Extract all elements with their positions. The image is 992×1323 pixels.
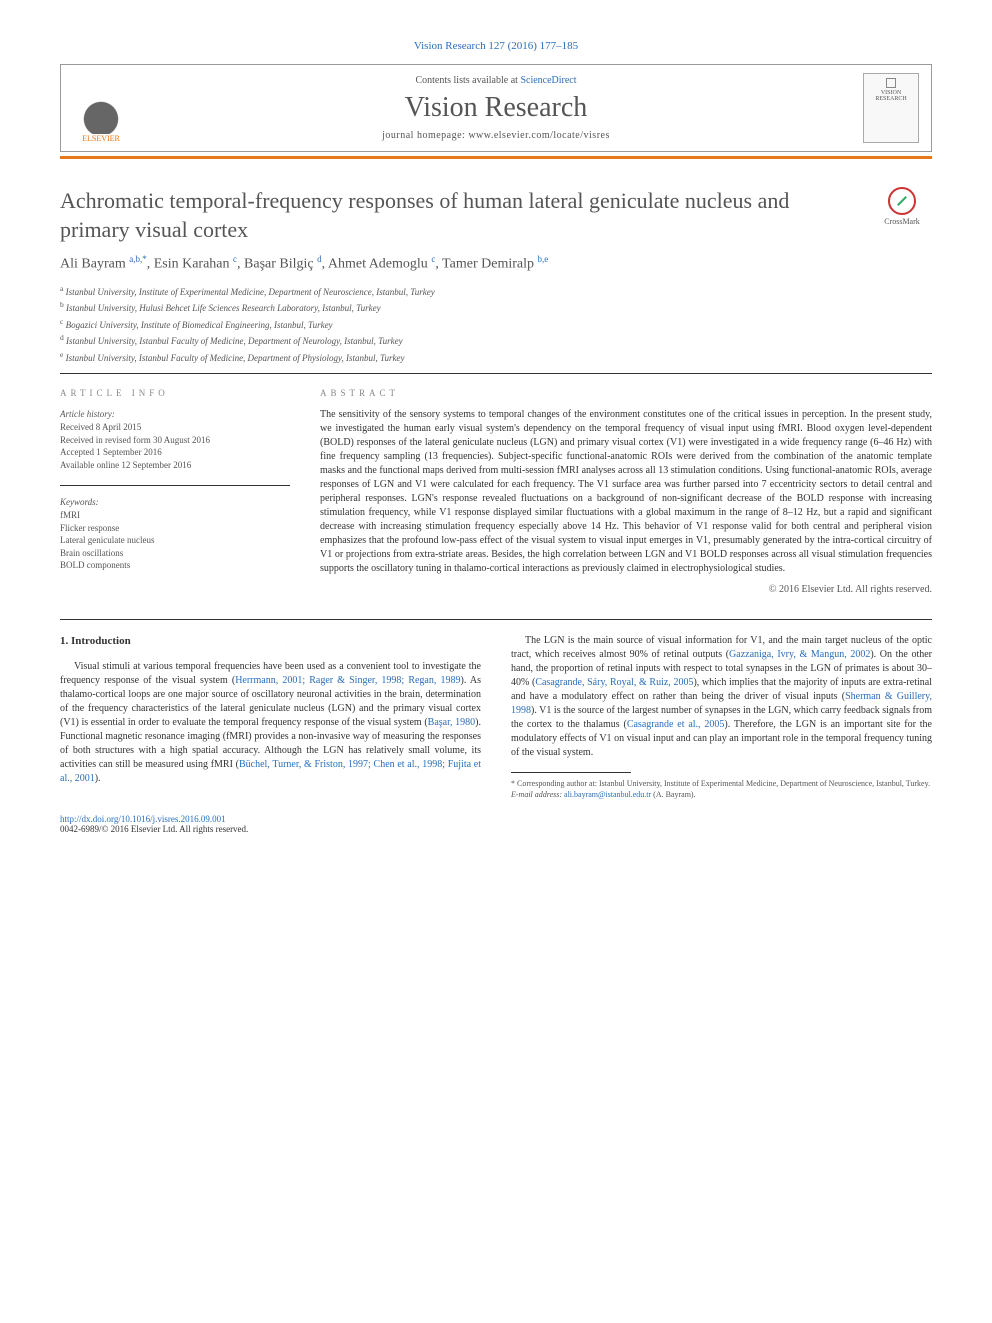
email-suffix: (A. Bayram). [651, 790, 695, 799]
citation-link[interactable]: Vision Research 127 (2016) 177–185 [414, 40, 578, 52]
ref-link[interactable]: Herrmann, 2001; Rager & Singer, 1998; Re… [235, 675, 460, 686]
ref-link[interactable]: Gazzaniga, Ivry, & Mangun, 2002 [729, 649, 870, 660]
intro-heading: 1. Introduction [60, 634, 481, 649]
footnotes-block: * Corresponding author at: Istanbul Univ… [511, 779, 932, 800]
keyword-line: Lateral geniculate nucleus [60, 534, 290, 547]
info-divider [60, 485, 290, 486]
divider-top [60, 373, 932, 374]
ref-link[interactable]: Başar, 1980 [428, 717, 476, 728]
intro-p2: The LGN is the main source of visual inf… [511, 634, 932, 760]
title-row: Achromatic temporal-frequency responses … [60, 187, 932, 244]
contents-prefix: Contents lists available at [415, 75, 520, 86]
footnote-divider [511, 772, 631, 773]
ref-link[interactable]: Casagrande et al., 2005 [627, 719, 725, 730]
doi-block: http://dx.doi.org/10.1016/j.visres.2016.… [60, 814, 932, 834]
journal-name: Vision Research [145, 92, 847, 124]
p1-post: ). [95, 773, 101, 784]
email-link[interactable]: ali.bayram@istanbul.edu.tr [564, 790, 651, 799]
keyword-line: Brain oscillations [60, 547, 290, 560]
divider-bottom [60, 619, 932, 620]
affiliation-line: c Bogazici University, Institute of Biom… [60, 316, 932, 333]
journal-header-box: ELSEVIER Contents lists available at Sci… [60, 64, 932, 152]
history-line: Received in revised form 30 August 2016 [60, 434, 290, 447]
intro-p1: Visual stimuli at various temporal frequ… [60, 660, 481, 786]
elsevier-tree-icon [78, 84, 124, 134]
history-block: Article history: Received 8 April 2015Re… [60, 408, 290, 471]
cover-checkmark-icon [886, 78, 896, 88]
affiliation-line: b Istanbul University, Hulusi Behcet Lif… [60, 299, 932, 316]
affiliation-line: a Istanbul University, Institute of Expe… [60, 283, 932, 300]
crossmark-icon [888, 187, 916, 215]
ref-link[interactable]: Casagrande, Sáry, Royal, & Ruiz, 2005 [535, 677, 693, 688]
abstract-label: ABSTRACT [320, 388, 932, 398]
email-line: E-mail address: ali.bayram@istanbul.edu.… [511, 790, 932, 800]
history-line: Available online 12 September 2016 [60, 459, 290, 472]
keyword-line: BOLD components [60, 559, 290, 572]
publisher-label: ELSEVIER [82, 134, 120, 143]
affiliation-line: e Istanbul University, Istanbul Faculty … [60, 349, 932, 366]
article-info-label: ARTICLE INFO [60, 388, 290, 398]
journal-center: Contents lists available at ScienceDirec… [145, 75, 847, 141]
elsevier-logo: ELSEVIER [73, 73, 129, 143]
abstract-copyright: © 2016 Elsevier Ltd. All rights reserved… [320, 584, 932, 595]
affiliation-line: d Istanbul University, Istanbul Faculty … [60, 332, 932, 349]
issn-copyright: 0042-6989/© 2016 Elsevier Ltd. All right… [60, 824, 248, 834]
header-citation: Vision Research 127 (2016) 177–185 [60, 40, 932, 52]
keyword-line: Flicker response [60, 522, 290, 535]
doi-link[interactable]: http://dx.doi.org/10.1016/j.visres.2016.… [60, 814, 226, 824]
crossmark-badge[interactable]: CrossMark [872, 187, 932, 226]
abstract-col: ABSTRACT The sensitivity of the sensory … [320, 388, 932, 595]
article-info-col: ARTICLE INFO Article history: Received 8… [60, 388, 290, 595]
crossmark-label: CrossMark [884, 217, 920, 226]
email-label: E-mail address: [511, 790, 564, 799]
history-label: Article history: [60, 408, 290, 421]
cover-title: VISION RESEARCH [868, 90, 914, 102]
info-abstract-row: ARTICLE INFO Article history: Received 8… [60, 388, 932, 595]
homepage-line: journal homepage: www.elsevier.com/locat… [145, 130, 847, 141]
history-line: Received 8 April 2015 [60, 421, 290, 434]
corresponding-author: * Corresponding author at: Istanbul Univ… [511, 779, 932, 789]
history-line: Accepted 1 September 2016 [60, 446, 290, 459]
sciencedirect-link[interactable]: ScienceDirect [520, 75, 576, 86]
keywords-label: Keywords: [60, 496, 290, 509]
accent-bar [60, 156, 932, 159]
article-title: Achromatic temporal-frequency responses … [60, 187, 852, 244]
contents-line: Contents lists available at ScienceDirec… [145, 75, 847, 86]
journal-cover-thumb: VISION RESEARCH [863, 73, 919, 143]
keywords-block: Keywords: fMRIFlicker responseLateral ge… [60, 496, 290, 572]
authors-line: Ali Bayram a,b,*, Esin Karahan c, Başar … [60, 254, 932, 273]
keyword-line: fMRI [60, 509, 290, 522]
abstract-text: The sensitivity of the sensory systems t… [320, 408, 932, 576]
affiliations-block: a Istanbul University, Institute of Expe… [60, 283, 932, 366]
body-columns: 1. Introduction Visual stimuli at variou… [60, 634, 932, 800]
